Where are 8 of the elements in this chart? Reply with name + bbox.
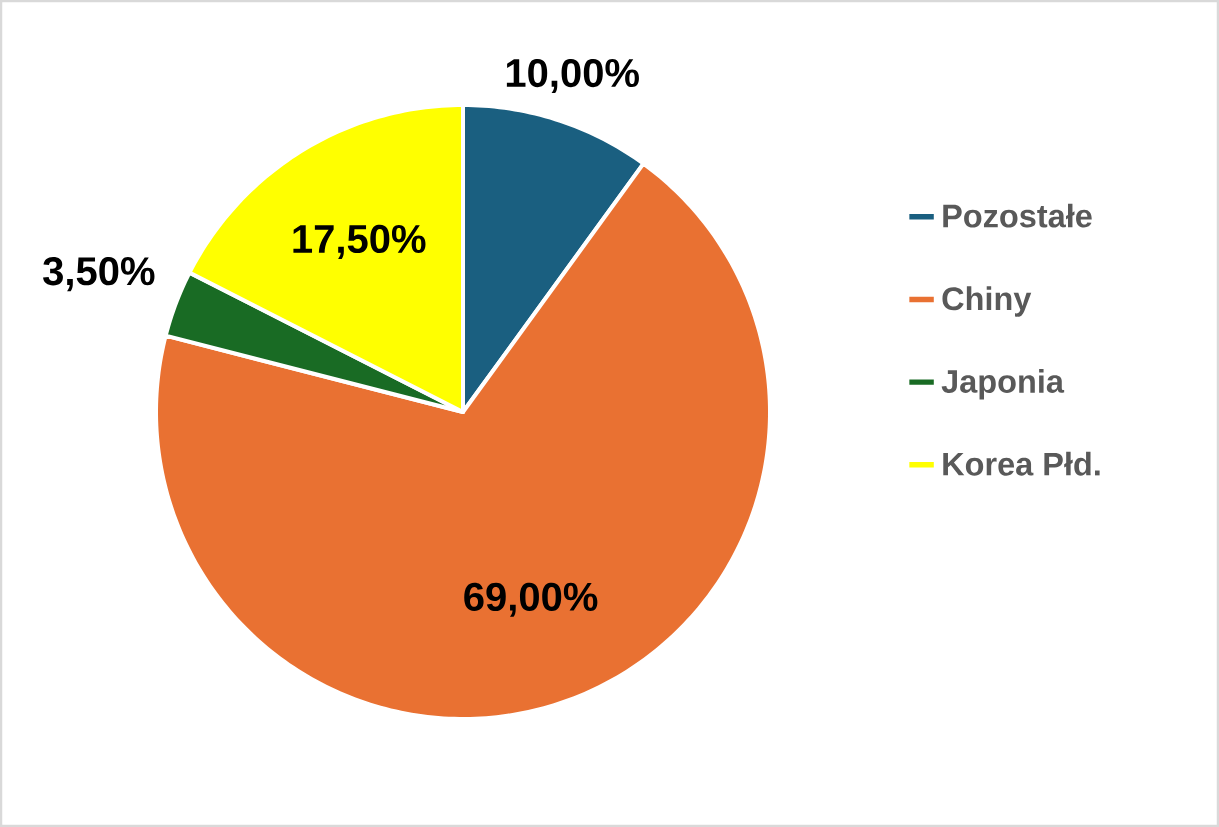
data-label: 3,50% (43, 257, 155, 292)
data-label: 69,00% (464, 582, 598, 617)
legend-label: Korea Płd. (943, 451, 1100, 476)
legend-label: Chiny (942, 286, 1032, 317)
legend-label: Japonia (941, 369, 1065, 400)
legend-label: Pozostałe (943, 203, 1092, 228)
data-label: 10,00% (506, 58, 639, 93)
data-label: 17,50% (293, 224, 426, 259)
